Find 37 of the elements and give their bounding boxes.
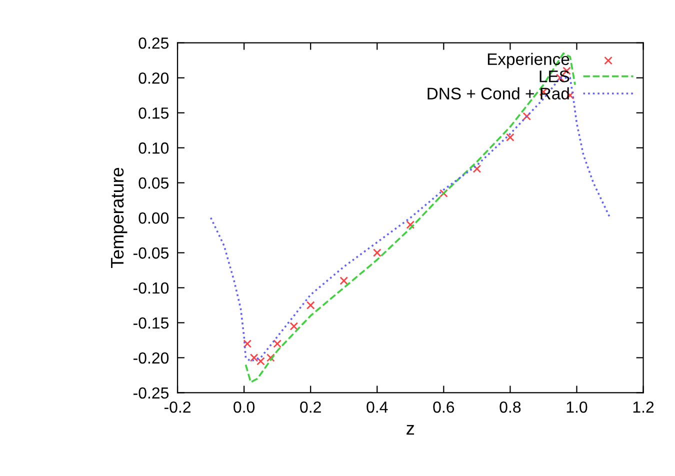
y-tick-label: 0.10 [138,142,169,154]
x-tick-label: 1.2 [633,401,654,413]
point [256,357,265,366]
point [250,354,258,362]
point [266,354,275,362]
y-tick-label: 0.25 [138,37,169,49]
point [440,189,448,198]
point [243,340,252,348]
y-tick-label: 0.15 [138,107,169,119]
point [506,133,514,142]
point [273,340,282,348]
legend-label: Experience [488,52,570,68]
y-tick-label: 0.05 [138,177,169,189]
point [372,248,382,257]
x-tick-label: 0.2 [300,401,321,413]
y-tick-label: 0.20 [138,72,169,84]
y-tick-label: -0.15 [134,317,169,329]
point [472,164,482,173]
x-tick-label: 0.4 [366,401,388,413]
point [290,322,298,330]
y-tick-label: -0.10 [134,282,169,294]
y-tick-label: -0.25 [134,387,169,399]
x-tick-label: 0.0 [234,401,255,413]
y-tick-label: -0.20 [134,352,169,364]
x-tick-label: 1.0 [566,401,588,413]
point [522,112,532,120]
line-series [244,52,576,384]
x-axis-title: z [406,425,414,435]
point [306,301,315,310]
y-axis-title: Temperature [111,168,128,268]
x-tick-label: -0.2 [164,401,190,413]
point [340,276,348,285]
x-tick-label: 0.8 [500,401,521,413]
x-tick-label: 0.6 [433,401,454,413]
y-tick-label: -0.05 [134,247,169,259]
point [406,220,415,229]
y-tick-label: 0.00 [138,212,169,224]
